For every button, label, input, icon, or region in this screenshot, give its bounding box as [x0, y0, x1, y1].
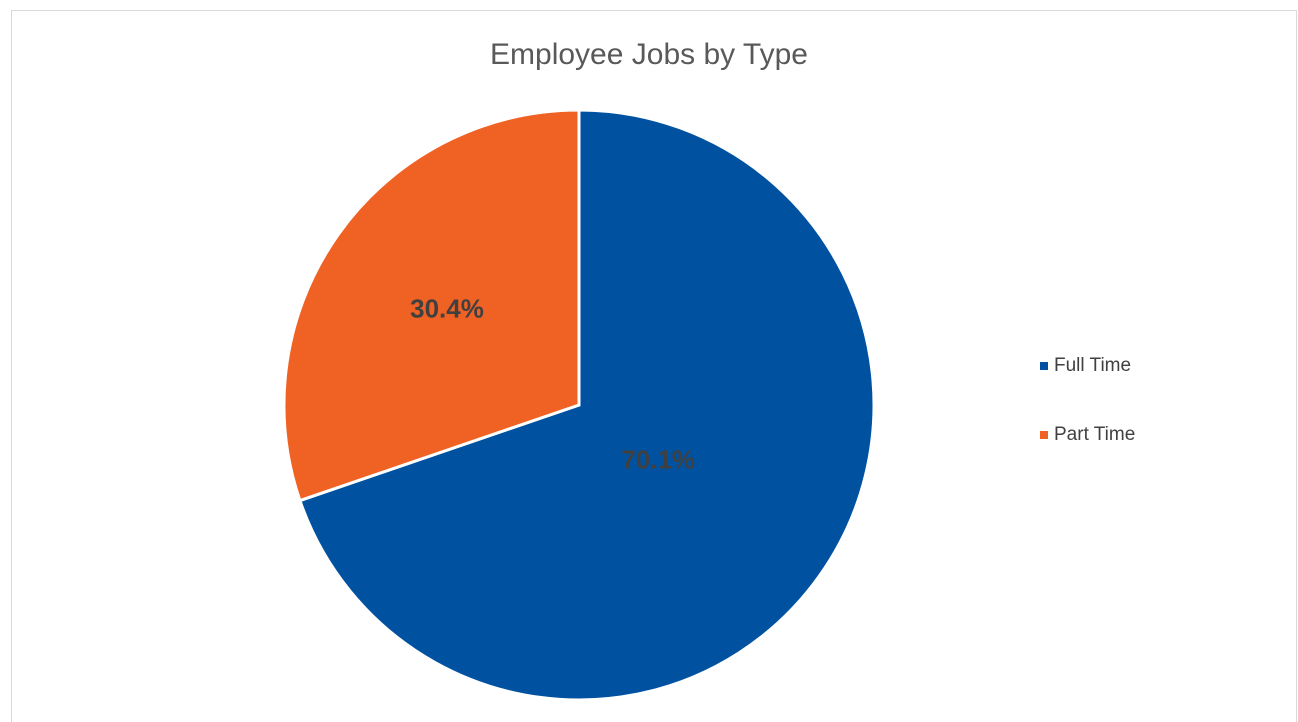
legend: Full Time Part Time — [1040, 352, 1135, 490]
data-label-full-time: 70.1% — [621, 444, 695, 474]
legend-item-part-time[interactable]: Part Time — [1040, 421, 1135, 449]
legend-swatch-part-time — [1040, 431, 1048, 439]
pie-slice-full-time[interactable] — [297, 108, 876, 702]
pie-data-labels: 70.1% 30.4% — [410, 294, 695, 475]
legend-item-full-time[interactable]: Full Time — [1040, 352, 1135, 380]
legend-label-part-time: Part Time — [1054, 424, 1136, 445]
pie-slices — [282, 108, 876, 702]
legend-label-full-time: Full Time — [1054, 355, 1132, 376]
data-label-part-time: 30.4% — [410, 294, 484, 324]
pie-slice-part-time[interactable] — [282, 108, 581, 503]
chart-title: Employee Jobs by Type — [490, 38, 808, 71]
legend-swatch-full-time — [1040, 362, 1048, 370]
